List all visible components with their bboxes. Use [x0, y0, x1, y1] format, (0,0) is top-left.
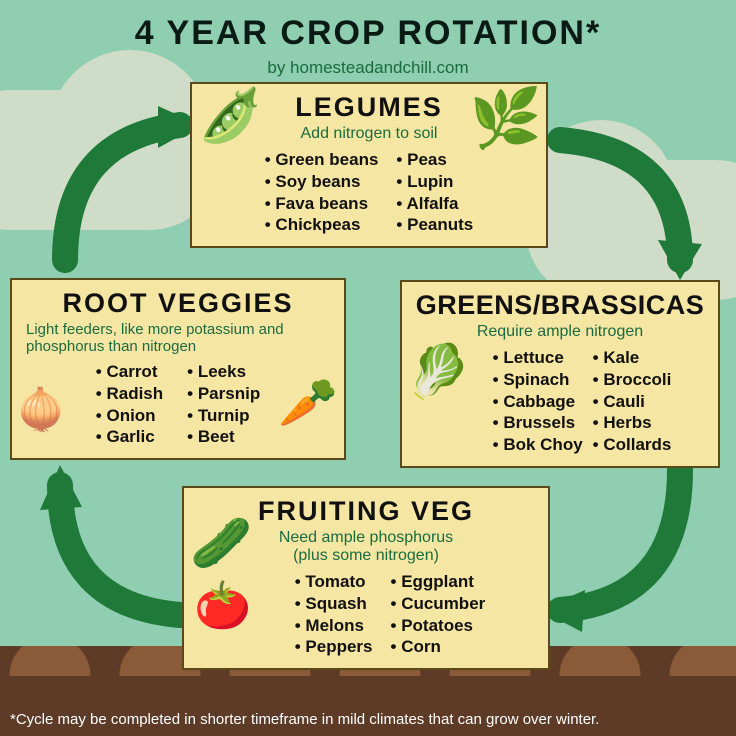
list-item: Peanuts — [396, 214, 473, 236]
list-item: Peas — [396, 149, 473, 171]
leafy-green-icon: 🥬 — [406, 346, 471, 398]
card-root: 🧅 🥕 ROOT VEGGIES Light feeders, like mor… — [10, 278, 346, 460]
carrot-icon: 🥕 — [278, 380, 338, 428]
list-item: Kale — [593, 347, 672, 369]
list-item: Leeks — [187, 361, 260, 383]
turnip-icon: 🧅 — [16, 390, 66, 430]
card-title: ROOT VEGGIES — [24, 288, 332, 319]
pea-pod-icon: 🫛 — [198, 90, 263, 142]
list-item: Turnip — [187, 405, 260, 427]
list-item: Spinach — [493, 369, 583, 391]
cucumber-icon: 🥒 — [190, 518, 252, 568]
tomato-icon: 🍅 — [194, 582, 251, 628]
asparagus-icon: 🌿 — [470, 90, 542, 148]
list-item: Green beans — [265, 149, 379, 171]
card-title: GREENS/BRASSICAS — [414, 290, 706, 321]
list-item: Collards — [593, 434, 672, 456]
list-col-2: LeeksParsnipTurnipBeet — [187, 361, 260, 448]
page-title: 4 YEAR CROP ROTATION* — [0, 14, 736, 53]
list-item: Corn — [391, 636, 486, 658]
cycle-arrow-legumes-to-greens — [540, 120, 710, 290]
card-greens: 🥬 GREENS/BRASSICAS Require ample nitroge… — [400, 280, 720, 468]
list-col-1: CarrotRadishOnionGarlic — [96, 361, 163, 448]
list-item: Herbs — [593, 412, 672, 434]
list-item: Garlic — [96, 426, 163, 448]
list-item: Carrot — [96, 361, 163, 383]
cycle-arrow-fruiting-to-root — [30, 455, 200, 635]
card-subtitle: Light feeders, like more potassium and p… — [24, 321, 332, 355]
cycle-arrow-greens-to-fruiting — [530, 460, 710, 640]
footnote: *Cycle may be completed in shorter timef… — [10, 711, 736, 728]
list-col-2: EggplantCucumberPotatoesCorn — [391, 571, 486, 658]
list-item: Onion — [96, 405, 163, 427]
list-item: Bok Choy — [493, 434, 583, 456]
list-item: Peppers — [295, 636, 373, 658]
list-item: Lettuce — [493, 347, 583, 369]
list-item: Cabbage — [493, 391, 583, 413]
list-item: Parsnip — [187, 383, 260, 405]
card-legumes: 🫛 🌿 LEGUMES Add nitrogen to soil Green b… — [190, 82, 548, 248]
list-item: Cucumber — [391, 593, 486, 615]
list-col-1: TomatoSquashMelonsPeppers — [295, 571, 373, 658]
list-item: Brussels — [493, 412, 583, 434]
list-item: Tomato — [295, 571, 373, 593]
list-col-1: Green beansSoy beansFava beansChickpeas — [265, 149, 379, 236]
list-item: Potatoes — [391, 615, 486, 637]
list-col-2: PeasLupinAlfalfaPeanuts — [396, 149, 473, 236]
list-item: Fava beans — [265, 193, 379, 215]
list-item: Lupin — [396, 171, 473, 193]
card-subtitle: Require ample nitrogen — [414, 323, 706, 341]
list-item: Beet — [187, 426, 260, 448]
list-item: Soy beans — [265, 171, 379, 193]
list-item: Melons — [295, 615, 373, 637]
list-col-2: KaleBroccoliCauliHerbsCollards — [593, 347, 672, 456]
list-item: Cauli — [593, 391, 672, 413]
byline: by homesteadandchill.com — [0, 58, 736, 78]
list-item: Chickpeas — [265, 214, 379, 236]
card-fruiting: 🥒 🍅 FRUITING VEG Need ample phosphorus (… — [182, 486, 550, 670]
list-item: Broccoli — [593, 369, 672, 391]
list-item: Squash — [295, 593, 373, 615]
cycle-arrow-root-to-legumes — [40, 100, 210, 280]
list-item: Eggplant — [391, 571, 486, 593]
list-item: Alfalfa — [396, 193, 473, 215]
list-item: Radish — [96, 383, 163, 405]
list-col-1: LettuceSpinachCabbageBrusselsBok Choy — [493, 347, 583, 456]
